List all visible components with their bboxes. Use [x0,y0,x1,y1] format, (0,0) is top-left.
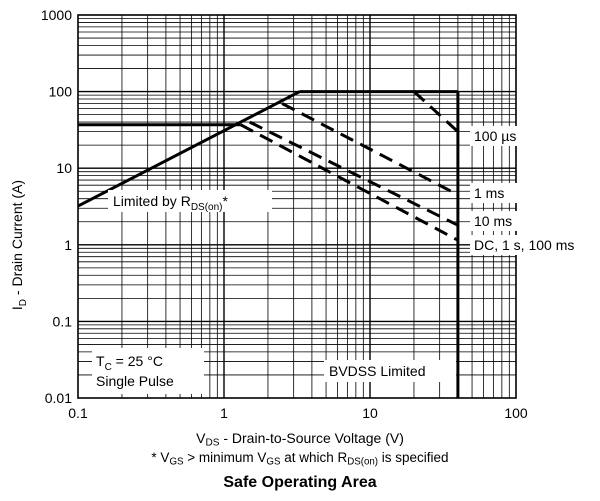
y-tick-label: 10 [56,160,72,176]
curve-10ms-label-bg [470,211,530,231]
x-tick-label: 1 [220,405,228,421]
plot-frame [77,14,517,399]
y-tick-label: 1000 [41,7,72,23]
curve-10ms-label: 10 ms [474,213,512,229]
curve-1ms-label: 1 ms [474,185,504,201]
x-axis-label: VDS - Drain-to-Source Voltage (V) [196,430,404,449]
y-tick-label: 0.01 [45,390,72,406]
single-pulse-label: Single Pulse [96,373,174,389]
bvdss-label: BVDSS Limited [329,363,425,379]
curve-dc-label: DC, 1 s, 100 ms [474,237,574,253]
curve-1ms-label-bg [470,183,522,203]
series-layer [77,90,460,398]
footnote: * VGS > minimum VGS at which RDS(on) is … [151,450,449,468]
series-line-7 [249,120,459,227]
series-line-5 [412,90,459,133]
conditions-box-bg [92,348,204,394]
chart-title: Safe Operating Area [223,474,377,491]
curve-100us-label: 100 µs [474,128,516,144]
series-line-1 [77,90,301,208]
tc-label: TC = 25 °C [96,353,163,373]
y-axis-label: ID - Drain Current (A) [9,180,29,310]
curve-100us-label-bg [470,126,538,146]
curve-dc-label-bg [470,235,598,255]
series-line-6 [281,102,459,197]
bvdss-label-bg [324,360,456,382]
x-tick-label: 0.1 [68,405,88,421]
limited-by-label-bg [108,190,272,212]
y-tick-label: 0.1 [53,313,73,329]
grid [78,15,516,398]
x-tick-label: 10 [362,405,378,421]
series-line-8 [239,123,459,242]
x-tick-label: 100 [504,405,528,421]
limited-by-label: Limited by RDS(on)* [113,193,229,213]
y-tick-label: 100 [49,84,73,100]
y-tick-label: 1 [64,237,72,253]
